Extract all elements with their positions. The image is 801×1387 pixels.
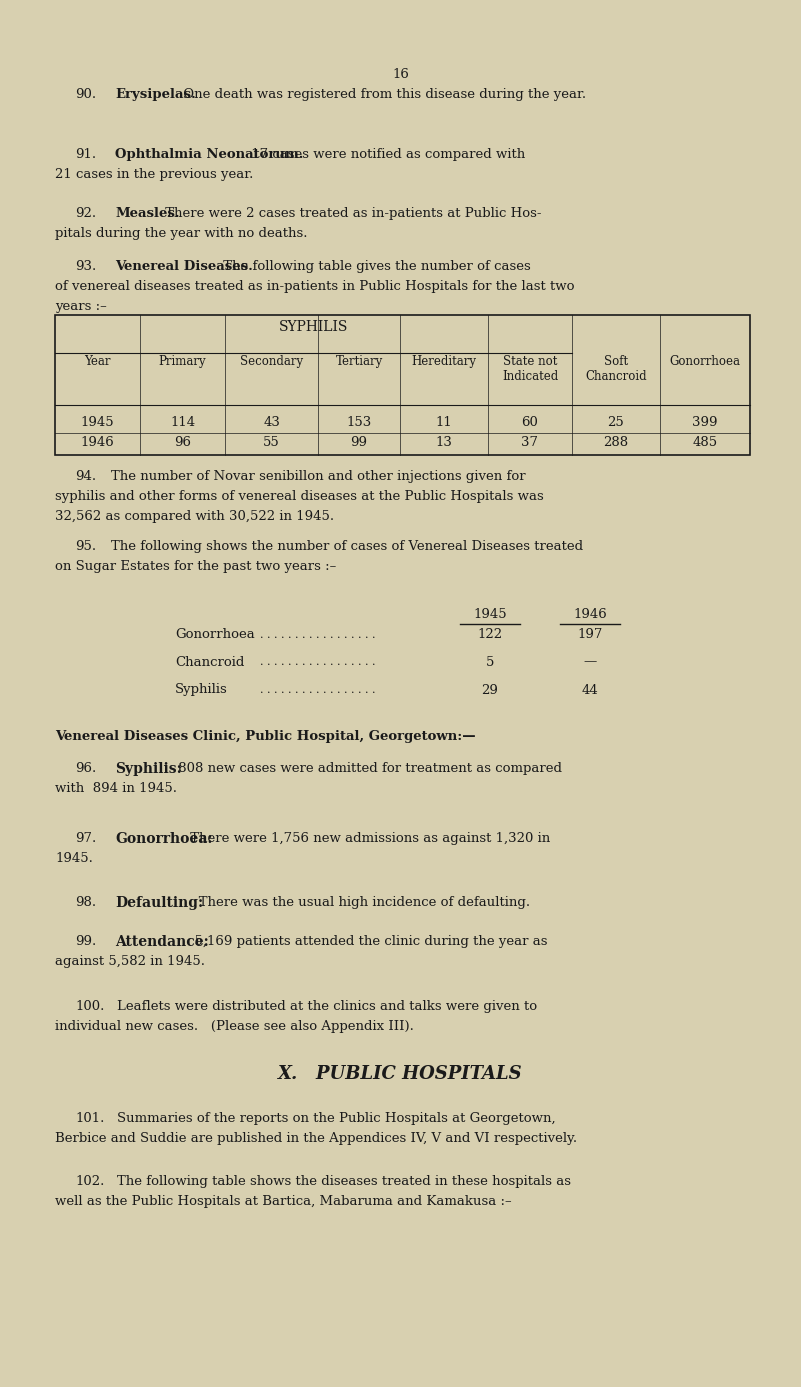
Text: The number of Novar senibillon and other injections given for: The number of Novar senibillon and other… (111, 470, 525, 483)
Text: . . . . . . . . . . . . . . . . .: . . . . . . . . . . . . . . . . . (260, 685, 376, 695)
Text: 37: 37 (521, 437, 538, 449)
Text: 100.: 100. (75, 1000, 104, 1013)
Text: 17 cases were notified as compared with: 17 cases were notified as compared with (247, 148, 525, 161)
Text: 13: 13 (436, 437, 453, 449)
Text: Attendance:: Attendance: (115, 935, 209, 949)
Text: 114: 114 (170, 416, 195, 430)
Text: 25: 25 (608, 416, 624, 430)
Text: 55: 55 (263, 437, 280, 449)
Text: 96: 96 (174, 437, 191, 449)
Text: State not
Indicated: State not Indicated (502, 355, 558, 383)
Text: Hereditary: Hereditary (412, 355, 477, 368)
Text: Defaulting:: Defaulting: (115, 896, 203, 910)
Text: There was the usual high incidence of defaulting.: There was the usual high incidence of de… (187, 896, 530, 908)
Text: 101.: 101. (75, 1112, 104, 1125)
Text: 95.: 95. (75, 540, 96, 553)
Text: 5: 5 (486, 656, 494, 669)
Text: The following shows the number of cases of Venereal Diseases treated: The following shows the number of cases … (111, 540, 583, 553)
Text: with  894 in 1945.: with 894 in 1945. (55, 782, 177, 795)
Text: 98.: 98. (75, 896, 96, 908)
Text: 21 cases in the previous year.: 21 cases in the previous year. (55, 168, 253, 180)
Text: 122: 122 (477, 628, 502, 642)
Text: 1945: 1945 (473, 608, 507, 621)
Text: 153: 153 (346, 416, 372, 430)
Text: Venereal Diseases.: Venereal Diseases. (115, 259, 253, 273)
Text: 99: 99 (351, 437, 368, 449)
Text: 93.: 93. (75, 259, 96, 273)
Text: 16: 16 (392, 68, 409, 80)
Text: 1946: 1946 (574, 608, 607, 621)
Text: 43: 43 (263, 416, 280, 430)
Text: Leaflets were distributed at the clinics and talks were given to: Leaflets were distributed at the clinics… (117, 1000, 537, 1013)
Text: 808 new cases were admitted for treatment as compared: 808 new cases were admitted for treatmen… (174, 761, 562, 775)
Text: on Sugar Estates for the past two years :–: on Sugar Estates for the past two years … (55, 560, 336, 573)
Text: Venereal Diseases Clinic, Public Hospital, Georgetown:—: Venereal Diseases Clinic, Public Hospita… (55, 730, 476, 743)
Text: 11: 11 (436, 416, 453, 430)
Text: 1945.: 1945. (55, 852, 93, 865)
Text: 197: 197 (578, 628, 602, 642)
Text: Soft
Chancroid: Soft Chancroid (586, 355, 647, 383)
Text: 96.: 96. (75, 761, 96, 775)
Text: against 5,582 in 1945.: against 5,582 in 1945. (55, 956, 205, 968)
Text: Gonorrhoea:: Gonorrhoea: (115, 832, 212, 846)
Text: . . . . . . . . . . . . . . . . .: . . . . . . . . . . . . . . . . . (260, 657, 376, 667)
Text: individual new cases.   (Please see also Appendix III).: individual new cases. (Please see also A… (55, 1019, 414, 1033)
Text: 288: 288 (603, 437, 629, 449)
Text: Primary: Primary (159, 355, 207, 368)
Text: 94.: 94. (75, 470, 96, 483)
Text: 1946: 1946 (81, 437, 115, 449)
Text: Erysipelas.: Erysipelas. (115, 87, 195, 101)
Text: 485: 485 (692, 437, 718, 449)
Text: There were 1,756 new admissions as against 1,320 in: There were 1,756 new admissions as again… (187, 832, 551, 845)
Text: 60: 60 (521, 416, 538, 430)
Text: 91.: 91. (75, 148, 96, 161)
Text: The following table gives the number of cases: The following table gives the number of … (219, 259, 531, 273)
Text: 44: 44 (582, 684, 598, 696)
Text: Syphilis:: Syphilis: (115, 761, 182, 775)
Text: years :–: years :– (55, 300, 107, 313)
Text: 1945: 1945 (81, 416, 115, 430)
Text: 102.: 102. (75, 1175, 104, 1189)
Text: 32,562 as compared with 30,522 in 1945.: 32,562 as compared with 30,522 in 1945. (55, 510, 334, 523)
Text: Tertiary: Tertiary (336, 355, 383, 368)
Text: 29: 29 (481, 684, 498, 696)
Text: One death was registered from this disease during the year.: One death was registered from this disea… (179, 87, 586, 101)
Text: syphilis and other forms of venereal diseases at the Public Hospitals was: syphilis and other forms of venereal dis… (55, 490, 544, 503)
Text: SYPHILIS: SYPHILIS (279, 320, 348, 334)
Text: 399: 399 (692, 416, 718, 430)
Text: 5,169 patients attended the clinic during the year as: 5,169 patients attended the clinic durin… (187, 935, 548, 947)
Text: —: — (583, 656, 597, 669)
Text: 99.: 99. (75, 935, 96, 947)
Text: The following table shows the diseases treated in these hospitals as: The following table shows the diseases t… (117, 1175, 571, 1189)
Text: 92.: 92. (75, 207, 96, 221)
Text: Year: Year (84, 355, 111, 368)
Text: 97.: 97. (75, 832, 96, 845)
Text: well as the Public Hospitals at Bartica, Mabaruma and Kamakusa :–: well as the Public Hospitals at Bartica,… (55, 1196, 512, 1208)
Text: There were 2 cases treated as in-patients at Public Hos-: There were 2 cases treated as in-patient… (161, 207, 542, 221)
Text: Gonorrhoea: Gonorrhoea (175, 628, 255, 642)
Text: Secondary: Secondary (240, 355, 303, 368)
Text: Syphilis: Syphilis (175, 684, 227, 696)
Text: X.   PUBLIC HOSPITALS: X. PUBLIC HOSPITALS (278, 1065, 522, 1083)
Text: Berbice and Suddie are published in the Appendices IV, V and VI respectively.: Berbice and Suddie are published in the … (55, 1132, 578, 1146)
Text: of venereal diseases treated as in-patients in Public Hospitals for the last two: of venereal diseases treated as in-patie… (55, 280, 574, 293)
Text: pitals during the year with no deaths.: pitals during the year with no deaths. (55, 227, 308, 240)
Text: Chancroid: Chancroid (175, 656, 244, 669)
Text: Gonorrhoea: Gonorrhoea (670, 355, 740, 368)
Text: Summaries of the reports on the Public Hospitals at Georgetown,: Summaries of the reports on the Public H… (117, 1112, 556, 1125)
Text: Ophthalmia Neonatorum.: Ophthalmia Neonatorum. (115, 148, 304, 161)
Text: . . . . . . . . . . . . . . . . .: . . . . . . . . . . . . . . . . . (260, 630, 376, 639)
Text: Measles.: Measles. (115, 207, 179, 221)
Text: 90.: 90. (75, 87, 96, 101)
Bar (55, 315, 750, 455)
